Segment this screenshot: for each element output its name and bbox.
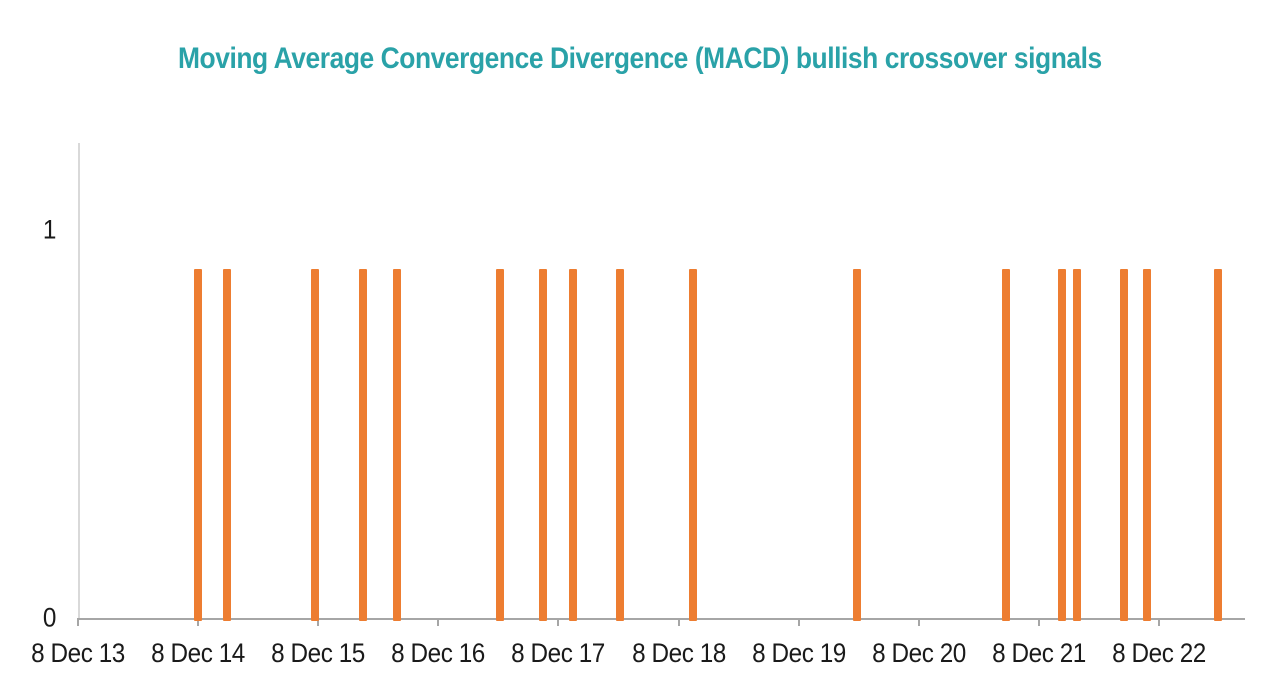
x-tick-label: 8 Dec 22 xyxy=(1112,638,1206,668)
x-tick-mark xyxy=(317,618,320,626)
signal-bar xyxy=(853,268,862,621)
signal-bar xyxy=(358,268,367,621)
x-tick-label: 8 Dec 17 xyxy=(511,638,606,668)
x-axis-line xyxy=(78,618,1245,620)
signal-bar xyxy=(1120,268,1129,621)
x-tick-label: 8 Dec 19 xyxy=(751,638,846,668)
x-tick-mark xyxy=(1157,618,1160,626)
signal-bar xyxy=(495,268,504,621)
x-tick-mark xyxy=(1037,618,1040,626)
x-tick-label: 8 Dec 14 xyxy=(151,638,245,668)
y-tick-label: 0 xyxy=(42,602,57,633)
signal-bar xyxy=(1002,268,1011,621)
signal-bar xyxy=(1057,268,1066,621)
chart-title-row: Moving Average Convergence Divergence (M… xyxy=(0,42,1280,76)
signal-bar xyxy=(538,268,547,621)
signal-bar xyxy=(1142,268,1151,621)
chart-title: Moving Average Convergence Divergence (M… xyxy=(178,42,1102,75)
signal-bar xyxy=(615,268,624,621)
x-tick-mark xyxy=(677,618,680,626)
signal-bar xyxy=(1213,268,1222,621)
signal-bar xyxy=(1073,268,1082,621)
x-tick-label: 8 Dec 18 xyxy=(631,638,726,668)
x-tick-mark xyxy=(917,618,920,626)
x-tick-mark xyxy=(437,618,440,626)
x-tick-mark xyxy=(797,618,800,626)
signal-bar xyxy=(222,268,231,621)
signal-bar xyxy=(688,268,697,621)
x-tick-mark xyxy=(557,618,560,626)
y-tick-label: 1 xyxy=(42,214,57,245)
x-tick-mark xyxy=(77,618,79,626)
signal-bar xyxy=(310,268,319,621)
x-tick-mark xyxy=(197,618,200,626)
y-axis-line xyxy=(78,143,80,620)
x-tick-label: 8 Dec 13 xyxy=(31,638,125,668)
x-tick-label: 8 Dec 20 xyxy=(871,638,966,668)
signal-bar xyxy=(393,268,402,621)
x-tick-label: 8 Dec 16 xyxy=(391,638,486,668)
x-tick-label: 8 Dec 15 xyxy=(271,638,366,668)
signal-bar xyxy=(568,268,577,621)
signal-bar xyxy=(194,268,203,621)
x-tick-label: 8 Dec 21 xyxy=(991,638,1086,668)
